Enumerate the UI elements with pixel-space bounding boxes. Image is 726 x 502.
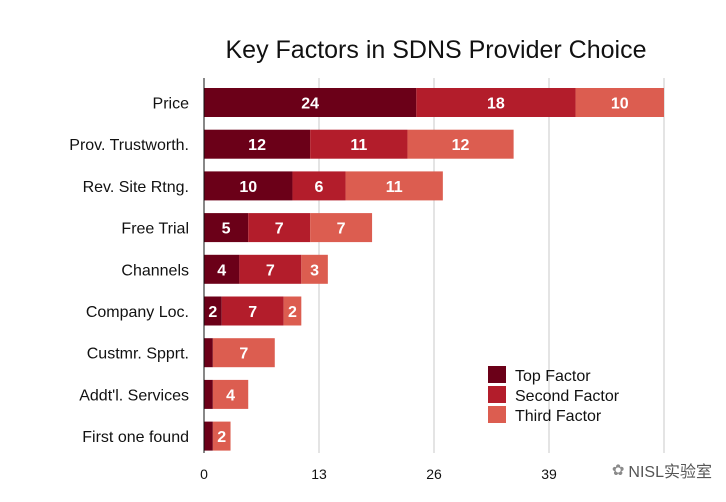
chart-title: Key Factors in SDNS Provider Choice	[226, 36, 647, 64]
bar-segment	[248, 213, 311, 243]
bar-value-label: 5	[222, 221, 231, 238]
bar-segment	[310, 129, 408, 159]
bar-segment	[204, 379, 213, 409]
wechat-bubble-icon: ✿	[611, 462, 625, 479]
bar-segment	[204, 129, 311, 159]
category-labels: Price Prov. Trustworth. Rev. Site Rtng. Fre…	[69, 96, 189, 447]
category-label: Company Loc.	[86, 304, 189, 321]
bar-segment	[239, 254, 302, 284]
watermark: ✿ NISL实验室	[612, 458, 712, 482]
bar-value-label: 3	[310, 262, 319, 279]
bar-segment	[204, 88, 417, 117]
x-tick-label: 0	[200, 466, 208, 482]
x-tick-label: 13	[311, 466, 327, 482]
bar-value-label: 6	[315, 179, 324, 196]
bar-value-label: 11	[386, 179, 403, 196]
bar-segment	[221, 296, 284, 326]
x-tick-labels: 0 13 26 39	[200, 466, 557, 482]
x-tick-label: 39	[541, 466, 557, 482]
bar-segment	[204, 421, 213, 451]
legend: Top Factor Second Factor Third Factor	[488, 366, 620, 425]
bar-value-label: 2	[217, 429, 226, 446]
bar-value-label: 4	[217, 262, 226, 279]
category-label: Price	[153, 96, 190, 113]
bar-value-label: 7	[248, 304, 257, 321]
bar-value-label: 24	[301, 96, 319, 113]
bar-value-label: 7	[337, 221, 346, 238]
bar-value-label: 7	[239, 346, 248, 363]
bar-segment	[416, 88, 576, 117]
watermark-text: NISL实验室	[628, 464, 712, 481]
bar-segment	[204, 213, 249, 243]
legend-swatch	[488, 386, 506, 403]
bar-segment	[310, 213, 373, 243]
bar-value-label: 2	[208, 304, 217, 321]
bar-value-label: 7	[266, 262, 275, 279]
bar-segment	[575, 88, 664, 117]
bar-value-label: 2	[288, 304, 297, 321]
bar-value-label: 12	[248, 137, 266, 154]
legend-label: Third Factor	[515, 408, 602, 425]
bar-value-label: 12	[452, 137, 470, 154]
category-label: Free Trial	[121, 221, 189, 238]
bar-value-label: 10	[611, 96, 629, 113]
category-label: Channels	[121, 262, 189, 279]
bar-segment	[345, 171, 443, 201]
category-label: Rev. Site Rtng.	[83, 179, 189, 196]
bar-value-label: 11	[350, 137, 367, 154]
bar-value-label: 18	[487, 96, 505, 113]
bar-segment	[204, 171, 293, 201]
bar-segment	[212, 379, 249, 409]
bar-segment	[283, 296, 302, 326]
bar-segment	[204, 338, 213, 368]
category-label: Addt'l. Services	[79, 387, 189, 404]
x-tick-label: 26	[426, 466, 442, 482]
bar-value-label: 7	[275, 221, 284, 238]
legend-swatch	[488, 406, 506, 423]
bar-segment	[212, 421, 231, 451]
bar-segment	[204, 254, 240, 284]
bar-segment	[292, 171, 346, 201]
bars: 24181012111210611577473272171412	[204, 88, 664, 451]
category-label: First one found	[82, 429, 189, 446]
category-label: Custmr. Spprt.	[87, 346, 189, 363]
bar-segment	[204, 296, 222, 326]
bar-segment	[407, 129, 514, 159]
legend-label: Top Factor	[515, 368, 591, 385]
bar-value-label: 10	[239, 179, 257, 196]
legend-swatch	[488, 366, 506, 383]
legend-label: Second Factor	[515, 388, 620, 405]
bar-value-label: 4	[226, 387, 235, 404]
bar-segment	[212, 338, 275, 368]
category-label: Prov. Trustworth.	[69, 137, 189, 154]
bar-segment	[301, 254, 328, 284]
